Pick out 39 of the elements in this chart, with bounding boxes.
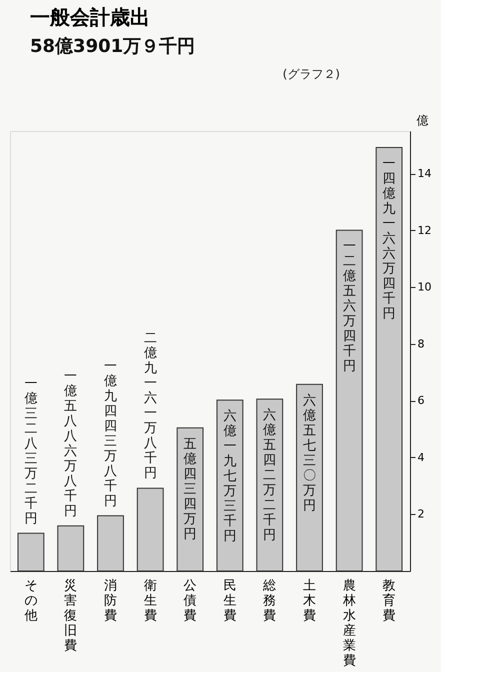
x-tick-label: 総務費 [262, 578, 276, 624]
text: 二億九一六一万八千円 [144, 331, 157, 482]
text: 六億一九七万三千円 [223, 409, 236, 544]
x-tick-label: 民生費 [223, 578, 236, 624]
bar [57, 525, 84, 572]
x-tick-label: 農林水産業費 [342, 578, 356, 668]
x-tick-label: 土木費 [303, 578, 316, 624]
x-tick-label: 災害復旧費 [64, 578, 78, 654]
y-axis-title: 億 [416, 114, 428, 128]
bar [216, 400, 244, 572]
x-tick-label: その他 [24, 578, 38, 624]
bar [376, 147, 403, 572]
text: 六億五四二万二千円 [263, 408, 276, 544]
y-tick-label: 12 [418, 224, 432, 237]
text: 一二億五六万四千円 [342, 239, 356, 374]
chart-subtitle: 58億3901万９千円 [30, 36, 196, 57]
bar [136, 488, 164, 572]
text: 一億九四四三万八千円 [104, 358, 117, 509]
data-label: 六億五七三〇万円 [303, 393, 316, 514]
text: 一億三二八三万二千円 [24, 376, 38, 526]
x-tick-label: 教育費 [382, 578, 396, 624]
y-tick-label: 6 [418, 394, 424, 408]
bar [17, 532, 44, 572]
text: 一億五八八六万八千円 [64, 368, 78, 519]
y-tick-label: 8 [418, 337, 424, 350]
bar [296, 384, 323, 572]
text: 一四億九一六六万四千円 [382, 156, 396, 322]
y-tick-label: 10 [418, 280, 432, 294]
bar [336, 230, 363, 572]
chart-title: 一般会計歳出 [30, 5, 150, 29]
x-tick-label: 公債費 [184, 578, 197, 624]
bar [97, 515, 124, 572]
data-label: 五億四三四万円 [184, 436, 197, 542]
y-tick-label: 2 [418, 508, 424, 521]
text: (グラフ２) [282, 67, 340, 81]
y-tick-label: 14 [418, 167, 432, 180]
x-tick-label: 衛生費 [144, 578, 157, 624]
x-tick-label: 消防費 [104, 578, 117, 624]
y-tick-label: 4 [418, 450, 424, 464]
